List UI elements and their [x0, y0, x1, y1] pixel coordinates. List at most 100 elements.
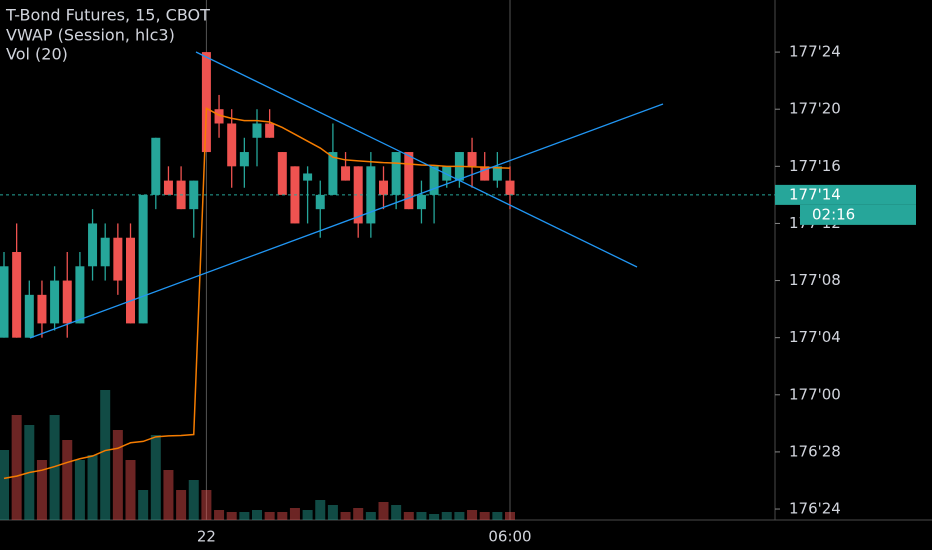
volume-bar — [479, 512, 490, 520]
candle-body — [303, 173, 313, 181]
volume-bar — [49, 415, 60, 520]
candle-body — [366, 166, 376, 224]
candle-body — [277, 152, 287, 195]
volume-bar — [365, 512, 376, 520]
volume-bar — [74, 460, 85, 520]
candle-body — [505, 180, 515, 195]
candle-body — [12, 252, 22, 338]
y-tick-label: 177'08 — [789, 271, 841, 289]
indicator-label: VWAP (Session, hlc3) — [6, 26, 175, 45]
volume-bar — [188, 480, 199, 520]
volume-bar — [505, 512, 515, 520]
countdown-label: 02:16 — [812, 205, 855, 223]
y-tick-label: 177'04 — [789, 328, 841, 346]
volume-bar — [163, 470, 174, 520]
x-tick-label: 22 — [197, 528, 216, 546]
volume-bar — [0, 450, 9, 520]
candle-body — [0, 266, 9, 338]
candle-body — [391, 152, 401, 195]
candle-body — [492, 166, 502, 181]
volume-bar — [62, 440, 73, 520]
candle-body — [62, 280, 72, 324]
last-price-box — [775, 184, 916, 205]
countdown-box — [800, 204, 916, 225]
candle-body — [252, 123, 262, 138]
volume-bar — [239, 512, 250, 520]
volume-bar — [214, 510, 225, 520]
candle-body — [328, 152, 338, 195]
candle-body — [138, 194, 148, 324]
candle-body — [429, 166, 439, 195]
volume-bar — [391, 505, 402, 520]
candle-body — [37, 294, 47, 324]
candle-body — [379, 180, 388, 195]
trend-line — [29, 103, 664, 339]
volume-bar — [327, 505, 338, 520]
candle-body — [214, 109, 224, 124]
volume-bar — [176, 490, 187, 520]
volume-bar — [277, 512, 288, 520]
candle-body — [88, 223, 98, 267]
volume-bar — [125, 460, 136, 520]
candle-body — [75, 266, 85, 324]
candle-body — [100, 237, 110, 267]
volume-bar — [36, 460, 47, 520]
trend-line — [195, 51, 638, 268]
volume-bar — [252, 510, 262, 520]
candle-body — [24, 294, 34, 338]
chart-title: T-Bond Futures, 15, CBOT — [5, 6, 210, 25]
volume-bar — [492, 512, 503, 520]
volume-bar — [112, 430, 123, 520]
candle-body — [315, 194, 325, 210]
candle-body — [353, 166, 363, 224]
volume-bar — [416, 512, 427, 520]
y-tick-label: 177'24 — [789, 43, 841, 61]
candle-body — [227, 123, 237, 167]
volume-bar — [441, 512, 452, 520]
volume-bar — [11, 415, 22, 520]
candle-body — [113, 237, 123, 281]
volume-bar — [264, 512, 275, 520]
volume-bar — [340, 512, 351, 520]
last-price-label: 177'14 — [789, 185, 841, 203]
candle-body — [163, 180, 173, 195]
volume-bar — [201, 490, 212, 520]
candle-body — [480, 166, 490, 181]
candle-body — [442, 166, 452, 181]
volume-bar — [378, 502, 389, 520]
y-tick-label: 176'28 — [789, 442, 841, 460]
volume-bar — [454, 512, 465, 520]
x-tick-label: 06:00 — [488, 528, 531, 546]
volume-bar — [138, 490, 149, 520]
candle-body — [467, 152, 477, 167]
y-tick-label: 176'24 — [789, 500, 841, 518]
candle-body — [201, 52, 211, 153]
candle-body — [341, 166, 351, 181]
candle-body — [265, 123, 275, 138]
indicator-label: Vol (20) — [6, 45, 68, 64]
plot-area — [0, 0, 515, 520]
y-tick-label: 177'16 — [789, 157, 841, 175]
candle-body — [151, 137, 161, 195]
candle-body — [50, 280, 60, 324]
volume-bar — [150, 435, 161, 520]
volume-bar — [87, 455, 98, 520]
y-tick-label: 177'20 — [789, 100, 841, 118]
volume-bar — [226, 512, 237, 520]
volume-bar — [289, 508, 300, 520]
volume-bar — [100, 390, 111, 520]
vwap-line — [3, 107, 511, 480]
candle-body — [404, 152, 414, 210]
y-tick-label: 177'00 — [789, 385, 841, 403]
volume-bar — [353, 508, 364, 520]
volume-bar — [302, 510, 313, 520]
volume-bar — [403, 512, 414, 520]
candle-body — [239, 152, 249, 167]
volume-bar — [429, 514, 440, 520]
volume-bar — [315, 500, 326, 520]
candle-body — [126, 237, 135, 324]
candle-body — [416, 194, 426, 210]
volume-bar — [467, 510, 478, 520]
